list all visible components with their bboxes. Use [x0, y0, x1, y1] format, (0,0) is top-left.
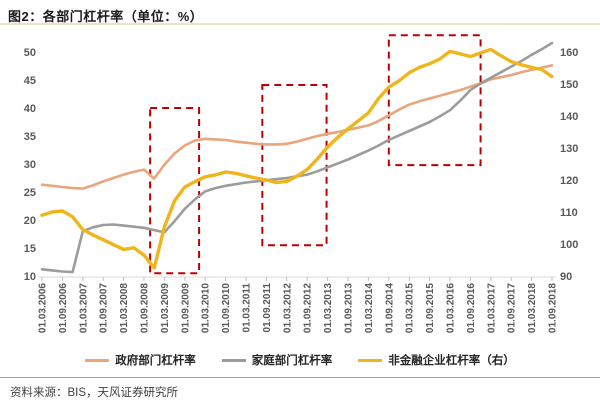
x-axis-label: 01.03.2017 — [486, 283, 497, 333]
x-axis-label: 01.09.2011 — [262, 283, 273, 333]
highlight-box-1 — [149, 107, 201, 275]
right-axis-label: 160 — [560, 47, 578, 59]
right-axis-label: 90 — [560, 271, 572, 283]
legend-label-household: 家庭部门杠杆率 — [251, 355, 333, 367]
x-axis-label: 01.09.2013 — [344, 283, 355, 333]
legend-label-nonfinancial: 非金融企业杠杆率（右） — [388, 355, 515, 367]
x-axis-label: 01.09.2016 — [466, 283, 477, 333]
x-axis-label: 01.09.2012 — [303, 283, 314, 333]
legend-item-household: 家庭部门杠杆率 — [221, 352, 333, 368]
right-axis-label: 110 — [560, 207, 578, 219]
x-axis-label: 01.03.2009 — [160, 283, 171, 333]
right-axis-label: 150 — [560, 79, 578, 91]
x-axis-label: 01.09.2007 — [99, 283, 110, 333]
left-axis-label: 25 — [24, 187, 36, 199]
chart-canvas: 01.03.2006 01.09.2006 01.03.2007 01.09.2007… — [24, 34, 578, 333]
series-line-2 — [40, 41, 554, 274]
x-axis-label: 01.03.2012 — [282, 283, 293, 333]
series-line-3 — [40, 47, 554, 270]
right-axis-label: 100 — [560, 239, 578, 251]
left-axis-label: 50 — [24, 47, 36, 59]
x-axis-label: 01.03.2016 — [446, 283, 457, 333]
legend-marker-household — [221, 358, 246, 362]
source-text: 资料来源：BIS，天风证券研究所 — [10, 387, 179, 399]
left-axis-label: 35 — [24, 131, 36, 143]
x-axis-label: 01.09.2014 — [384, 283, 395, 333]
right-axis-label: 130 — [560, 143, 578, 155]
left-axis-label: 30 — [24, 159, 36, 171]
legend: 政府部门杠杆率 家庭部门杠杆率 非金融企业杠杆率（右） — [0, 350, 600, 370]
source-bar: 资料来源：BIS，天风证券研究所 — [0, 377, 600, 404]
left-axis-label: 15 — [24, 243, 36, 255]
left-axis-label: 10 — [24, 271, 36, 283]
right-axis-label: 140 — [560, 111, 578, 123]
figure-title-bar: 图2：各部门杠杆率（单位：%） — [0, 0, 600, 25]
x-axis-label: 01.09.2010 — [221, 283, 232, 333]
x-axis-label: 01.09.2006 — [58, 283, 69, 333]
series-line-1 — [40, 64, 554, 190]
x-axis-label: 01.03.2008 — [119, 283, 130, 333]
highlight-box-3 — [387, 34, 482, 167]
figure-title: 图2：各部门杠杆率（单位：%） — [8, 9, 204, 24]
x-axis-label: 01.09.2009 — [180, 283, 191, 333]
left-axis-label: 45 — [24, 75, 36, 87]
legend-marker-nonfinancial — [358, 358, 383, 362]
x-axis-label: 01.03.2011 — [242, 283, 253, 333]
legend-item-government: 政府部门杠杆率 — [85, 352, 196, 368]
left-axis-label: 40 — [24, 103, 36, 115]
x-axis-label: 01.03.2015 — [405, 283, 416, 333]
x-axis-label: 01.09.2015 — [425, 283, 436, 333]
x-axis-label: 01.03.2018 — [527, 283, 538, 333]
legend-label-government: 政府部门杠杆率 — [115, 355, 196, 367]
legend-item-nonfinancial: 非金融企业杠杆率（右） — [358, 352, 515, 368]
left-axis-label: 20 — [24, 215, 36, 227]
x-axis-label: 01.09.2008 — [140, 283, 151, 333]
x-axis-label: 01.03.2006 — [38, 283, 49, 333]
x-axis-label: 01.09.2018 — [548, 283, 559, 333]
x-axis-label: 01.03.2014 — [364, 283, 375, 333]
x-axis-label: 01.03.2010 — [201, 283, 212, 333]
x-axis-label: 01.09.2017 — [507, 283, 518, 333]
highlight-box-2 — [261, 84, 328, 247]
legend-marker-government — [85, 358, 110, 362]
right-axis-label: 120 — [560, 175, 578, 187]
x-axis-label: 01.03.2013 — [323, 283, 334, 333]
x-axis-label: 01.03.2007 — [78, 283, 89, 333]
